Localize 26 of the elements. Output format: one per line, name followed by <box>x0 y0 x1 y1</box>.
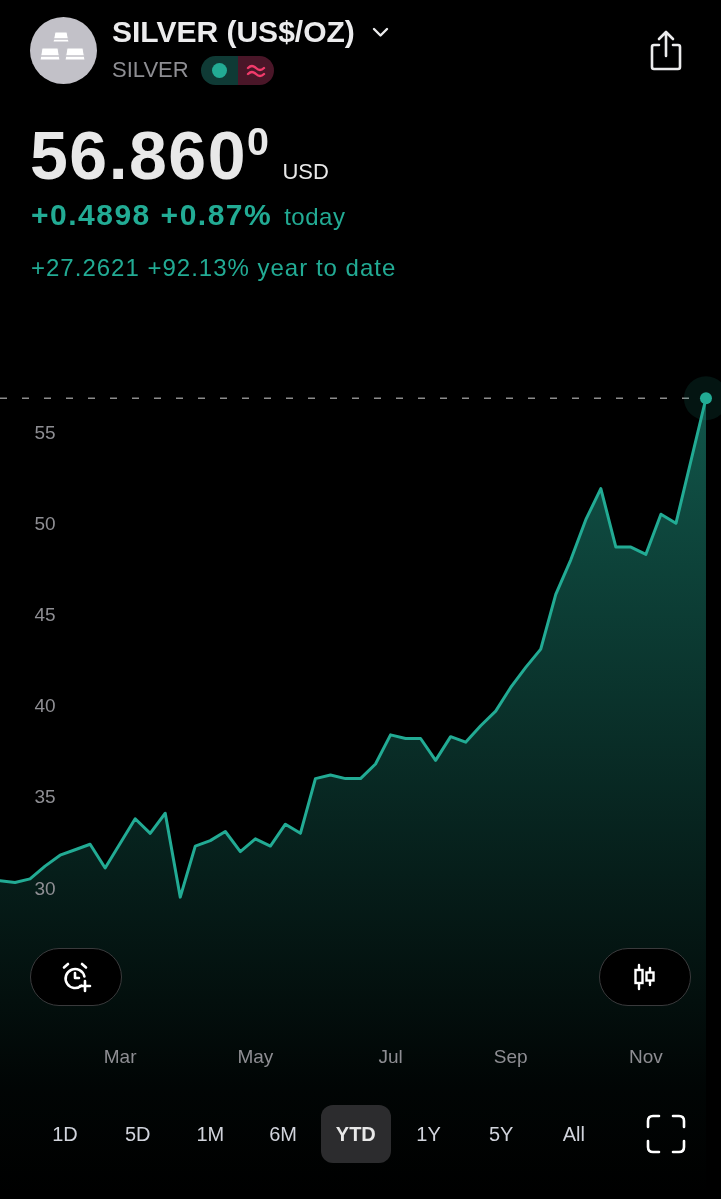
annotation: 5D <box>124 1122 151 1146</box>
text: SILVER (US$/OZ) <box>112 14 355 50</box>
y-tick-label: 40 <box>34 695 56 717</box>
x-tick-label: Mar <box>103 1045 138 1067</box>
y-tick-label: 50 <box>34 512 56 534</box>
y-tick-label: 30 <box>34 877 56 899</box>
annotation: 1D <box>52 1122 78 1146</box>
annotation: 56.860$^{0}$ <box>30 116 271 195</box>
annotation: 1M <box>196 1122 225 1146</box>
annotation: today <box>284 203 346 231</box>
annotation: All <box>562 1122 585 1146</box>
text: SILVER <box>112 57 189 83</box>
annotation: YTD <box>335 1122 376 1146</box>
x-tick-label: Sep <box>493 1045 528 1067</box>
x-tick-label: May <box>237 1045 274 1067</box>
y-tick-label: 35 <box>34 786 56 808</box>
annotation: 6M <box>269 1122 297 1146</box>
annotation: USD <box>282 159 329 185</box>
x-tick-label: Jul <box>378 1045 403 1067</box>
annotation: +0.4898 +0.87% <box>31 198 273 232</box>
annotation: +27.2621 +92.13% year to date <box>31 254 397 282</box>
y-tick-label: 55 <box>34 421 56 443</box>
x-tick-label: Nov <box>629 1045 664 1067</box>
y-tick-label: 45 <box>34 604 56 626</box>
annotation: 1Y <box>416 1122 441 1146</box>
annotation: 5Y <box>488 1122 514 1146</box>
